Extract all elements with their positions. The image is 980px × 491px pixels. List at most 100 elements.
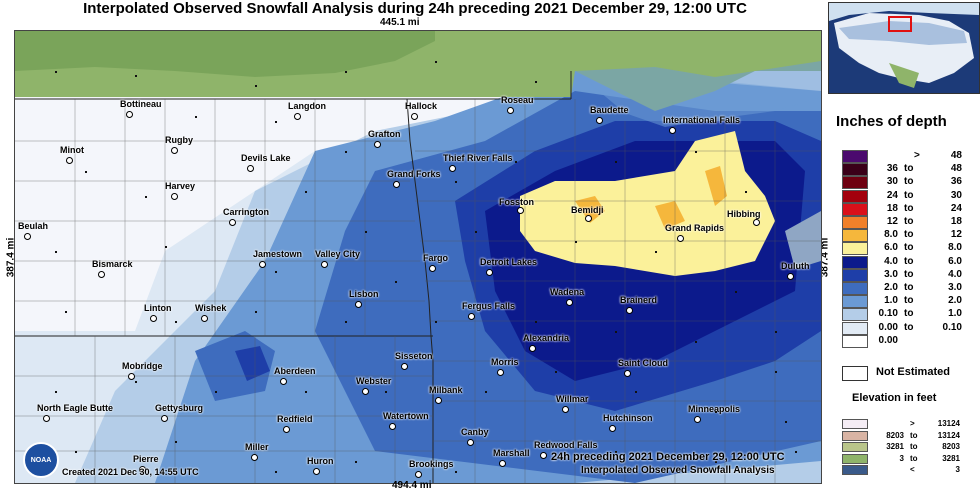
city-marker-icon: [313, 468, 320, 475]
city-marker-icon: [411, 113, 418, 120]
legend-swatch: [842, 189, 868, 203]
legend-row: 2.0 to 3.0: [842, 282, 972, 296]
station-point: [795, 451, 797, 453]
city-marker-icon: [497, 369, 504, 376]
legend-swatch: [842, 282, 868, 295]
station-point: [355, 461, 357, 463]
legend-hi: 6.0: [948, 255, 962, 267]
scale-top-label: 445.1 mi: [380, 17, 420, 28]
city-marker-icon: [609, 425, 616, 432]
elevation-to: >: [910, 419, 915, 428]
elevation-swatch: [842, 430, 868, 441]
city-marker-icon: [415, 471, 422, 478]
station-point: [165, 246, 167, 248]
station-point: [455, 471, 457, 473]
legend-swatch: [842, 216, 868, 229]
station-point: [615, 161, 617, 163]
station-point: [255, 85, 257, 87]
station-point: [575, 241, 577, 243]
legend-swatch: [842, 229, 868, 243]
elevation-swatch: [842, 419, 868, 429]
city-label: Lisbon: [349, 289, 379, 299]
city-label: International Falls: [663, 115, 741, 125]
city-label: Saint Cloud: [618, 358, 668, 368]
city-marker-icon: [468, 313, 475, 320]
legend-to: to: [904, 295, 914, 307]
overview-map: [829, 3, 979, 93]
city-marker-icon: [389, 423, 396, 430]
legend-op: >: [914, 150, 920, 161]
city-marker-icon: [596, 117, 603, 124]
caption-period: 24h preceding 2021 December 29, 12:00 UT…: [551, 451, 785, 463]
station-point: [365, 231, 367, 233]
city-label: Redwood Falls: [534, 440, 598, 450]
city-label: Detroit Lakes: [480, 257, 538, 267]
elevation-hi: 8203: [942, 442, 960, 451]
elevation-row: <3: [842, 465, 972, 476]
legend-row: 0.10 to 1.0: [842, 308, 972, 322]
station-point: [145, 196, 147, 198]
city-marker-icon: [626, 307, 633, 314]
city-marker-icon: [126, 111, 133, 118]
us-overview-inset-map[interactable]: [828, 2, 980, 94]
city-label: Mobridge: [122, 361, 163, 371]
station-point: [85, 171, 87, 173]
legend-row: 3.0 to 4.0: [842, 268, 972, 283]
city-label: Beulah: [18, 221, 49, 231]
legend-swatch: [842, 295, 868, 309]
station-point: [655, 251, 657, 253]
city-label: Morris: [491, 357, 519, 367]
legend-lo: 36: [886, 163, 898, 175]
legend-swatch: [842, 255, 868, 269]
elevation-to: to: [910, 430, 918, 440]
city-marker-icon: [24, 233, 31, 240]
elevation-hi: 3281: [942, 453, 960, 463]
city-label: Hibbing: [727, 209, 761, 219]
legend-lo: 30: [886, 176, 898, 188]
legend-lo: 1.0: [884, 295, 898, 307]
city-label: Gettysburg: [155, 403, 204, 413]
legend-hi: 8.0: [948, 242, 962, 254]
elevation-swatch: [842, 465, 868, 475]
city-marker-icon: [66, 157, 73, 164]
city-label: Bottineau: [120, 99, 162, 109]
station-point: [775, 331, 777, 333]
legend-swatch: [842, 242, 868, 256]
legend-hi: 48: [950, 150, 962, 161]
city-marker-icon: [229, 219, 236, 226]
city-label: Baudette: [590, 105, 629, 115]
city-marker-icon: [283, 426, 290, 433]
snowfall-map[interactable]: Bottineau Langdon Hallock Roseau Baudette Int…: [14, 30, 822, 484]
city-marker-icon: [517, 207, 524, 214]
station-point: [515, 161, 517, 163]
city-marker-icon: [486, 269, 493, 276]
station-point: [255, 311, 257, 313]
city-label: Pierre: [133, 454, 159, 464]
station-point: [395, 281, 397, 283]
legend-lo: 0.10: [878, 308, 898, 320]
legend-row: 4.0 to 6.0: [842, 255, 972, 270]
city-marker-icon: [540, 452, 547, 459]
map-raster: [15, 31, 821, 483]
city-marker-icon: [529, 345, 536, 352]
legend-lo: 12: [886, 216, 898, 227]
station-point: [345, 321, 347, 323]
city-marker-icon: [251, 454, 258, 461]
elevation-swatch: [842, 442, 868, 452]
elevation-to: to: [910, 442, 918, 451]
city-marker-icon: [669, 127, 676, 134]
station-point: [55, 71, 57, 73]
city-label: Carrington: [223, 207, 269, 217]
city-label: Brookings: [409, 459, 454, 469]
elevation-hi: 13124: [937, 430, 960, 440]
station-point: [535, 81, 537, 83]
city-marker-icon: [429, 265, 436, 272]
legend-swatch: [842, 334, 868, 348]
city-label: Fargo: [423, 253, 449, 263]
elevation-to: <: [910, 465, 915, 474]
station-point: [485, 391, 487, 393]
elevation-lo: 8203: [886, 430, 904, 440]
legend-lo: 0.00: [878, 321, 898, 333]
legend-to: to: [904, 229, 914, 241]
station-point: [695, 341, 697, 343]
